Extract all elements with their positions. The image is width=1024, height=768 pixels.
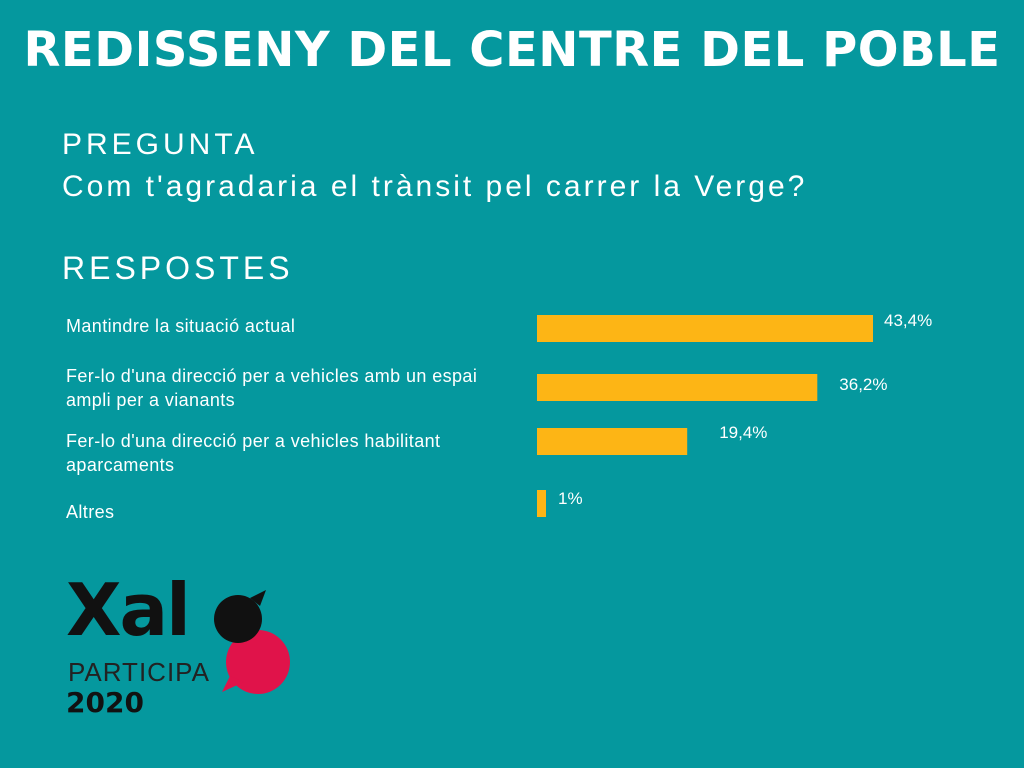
bar: [537, 374, 818, 401]
logo-wordmark: Xal: [66, 568, 191, 652]
bar: [537, 315, 873, 342]
logo-graphic: [214, 590, 290, 694]
category-label: Mantindre la situació actual: [66, 316, 296, 336]
category-label: Fer-lo d'una direcció per a vehicles amb…: [66, 366, 478, 410]
value-label: 36,2%: [839, 375, 887, 394]
value-label: 1%: [558, 489, 583, 508]
page-title: REDISSENY DEL CENTRE DEL POBLE: [23, 22, 1001, 78]
question-label: PREGUNTA: [62, 128, 259, 161]
bar: [537, 428, 688, 455]
category-label: Altres: [66, 502, 115, 522]
logo-year: 2020: [66, 686, 144, 719]
answers-label: RESPOSTES: [62, 250, 294, 286]
value-label: 19,4%: [719, 423, 767, 442]
speech-bubble-black-icon: [214, 595, 262, 643]
value-label: 43,4%: [884, 311, 932, 330]
speech-bubble-pink-icon: [226, 630, 290, 694]
category-label: Fer-lo d'una direcció per a vehicles hab…: [66, 431, 441, 475]
logo-subtitle: PARTICIPA: [68, 657, 210, 687]
question-text: Com t'agradaria el trànsit pel carrer la…: [62, 170, 808, 203]
xalo-participa-logo: Xal PARTICIPA 2020: [62, 570, 302, 720]
bar: [537, 490, 546, 517]
